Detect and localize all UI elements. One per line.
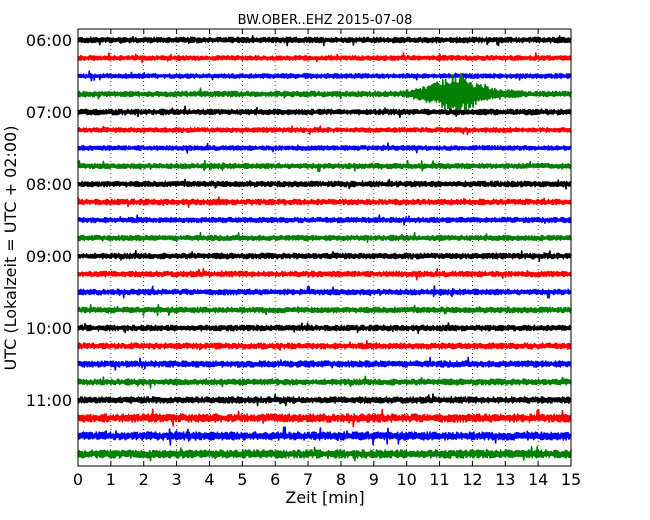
y-tick-label: 08:00 — [26, 175, 72, 194]
x-axis-label: Zeit [min] — [285, 488, 364, 507]
x-tick-label: 6 — [270, 470, 280, 489]
trace-1015 — [77, 339, 572, 351]
trace-1100 — [77, 393, 572, 407]
trace-1045 — [77, 375, 572, 389]
x-tick-label: 9 — [369, 470, 379, 489]
trace-lines — [77, 35, 572, 462]
x-tick-label: 1 — [106, 470, 116, 489]
trace-0830 — [77, 214, 572, 226]
trace-0630 — [77, 70, 572, 82]
trace-1145 — [77, 446, 572, 462]
x-tick-label: 4 — [204, 470, 214, 489]
trace-0745 — [77, 159, 572, 173]
trace-0645 — [77, 72, 572, 116]
y-tick-label: 11:00 — [26, 391, 72, 410]
trace-0900 — [77, 249, 572, 262]
x-tick-label: 5 — [237, 470, 247, 489]
plot-frame — [77, 28, 572, 467]
x-tick-label: 13 — [495, 470, 515, 489]
x-tick-label: 0 — [73, 470, 83, 489]
x-tick-label: 14 — [528, 470, 548, 489]
trace-0600 — [77, 35, 572, 47]
trace-0915 — [77, 267, 572, 281]
trace-0730 — [77, 142, 572, 154]
axis-ticks: 0 1 2 3 4 5 6 7 8 9 10 11 12 13 14 1506:0007:0008:0009:… — [26, 29, 581, 489]
trace-1130 — [77, 426, 572, 446]
trace-0930 — [77, 285, 572, 299]
y-tick-label: 09:00 — [26, 247, 72, 266]
y-tick-label: 07:00 — [26, 103, 72, 122]
x-tick-label: 10 — [396, 470, 416, 489]
y-tick-label: 10:00 — [26, 319, 72, 338]
x-tick-label: 2 — [139, 470, 149, 489]
trace-0845 — [77, 231, 572, 243]
trace-0945 — [77, 303, 572, 317]
x-tick-label: 11 — [429, 470, 449, 489]
trace-0700 — [77, 105, 572, 119]
trace-0615 — [77, 52, 572, 63]
x-tick-label: 3 — [172, 470, 182, 489]
chart-title: BW.OBER..EHZ 2015-07-08 — [238, 13, 413, 28]
trace-1000 — [77, 322, 572, 334]
x-tick-label: 15 — [561, 470, 581, 489]
y-axis-label: UTC (Lokalzeit = UTC + 02:00) — [1, 126, 20, 371]
trace-0800 — [77, 178, 572, 190]
trace-0715 — [77, 125, 572, 136]
trace-1115 — [77, 408, 572, 428]
vertical-gridlines — [110, 29, 539, 466]
x-tick-label: 8 — [336, 470, 346, 489]
trace-0815 — [77, 196, 572, 208]
y-tick-label: 06:00 — [26, 31, 72, 50]
x-tick-label: 7 — [303, 470, 313, 489]
trace-1030 — [77, 356, 572, 371]
x-tick-label: 12 — [462, 470, 482, 489]
